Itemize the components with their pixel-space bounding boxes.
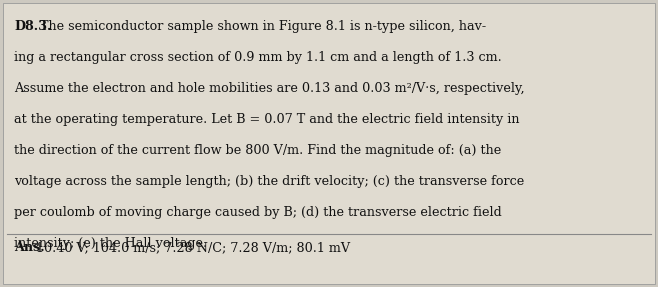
Text: intensity; (e) the Hall voltage.: intensity; (e) the Hall voltage. (14, 237, 208, 250)
Text: The semiconductor sample shown in Figure 8.1 is n-type silicon, hav-: The semiconductor sample shown in Figure… (36, 20, 486, 33)
Text: 10.40 V; 104.0 m/s; 7.28 N/C; 7.28 V/m; 80.1 mV: 10.40 V; 104.0 m/s; 7.28 N/C; 7.28 V/m; … (32, 241, 350, 254)
Text: the direction of the current flow be 800 V/m. Find the magnitude of: (a) the: the direction of the current flow be 800… (14, 144, 502, 157)
Text: at the operating temperature. Let B = 0.07 T and the electric field intensity in: at the operating temperature. Let B = 0.… (14, 113, 520, 126)
FancyBboxPatch shape (3, 3, 655, 284)
Text: Ans.: Ans. (14, 241, 45, 254)
Text: voltage across the sample length; (b) the drift velocity; (c) the transverse for: voltage across the sample length; (b) th… (14, 175, 524, 188)
Text: Assume the electron and hole mobilities are 0.13 and 0.03 m²/V·s, respectively,: Assume the electron and hole mobilities … (14, 82, 525, 95)
Text: D8.3.: D8.3. (14, 20, 52, 33)
Text: per coulomb of moving charge caused by B; (d) the transverse electric field: per coulomb of moving charge caused by B… (14, 206, 502, 219)
Text: ing a rectangular cross section of 0.9 mm by 1.1 cm and a length of 1.3 cm.: ing a rectangular cross section of 0.9 m… (14, 51, 502, 64)
